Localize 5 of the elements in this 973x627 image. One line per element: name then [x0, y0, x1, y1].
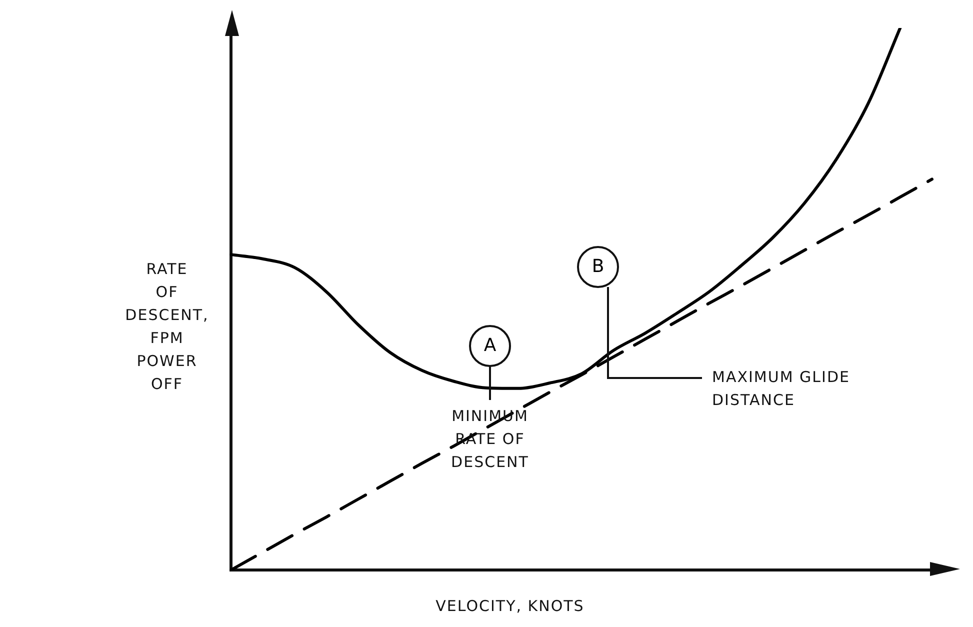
x-axis-title: VELOCITY, KNOTS — [434, 596, 586, 617]
annotation: A — [469, 325, 511, 367]
annotation: B — [577, 246, 619, 288]
annotation: MAXIMUM GLIDE DISTANCE — [712, 367, 851, 411]
y-axis-title: RATE OF DESCENT, FPM POWER OFF — [124, 259, 210, 395]
